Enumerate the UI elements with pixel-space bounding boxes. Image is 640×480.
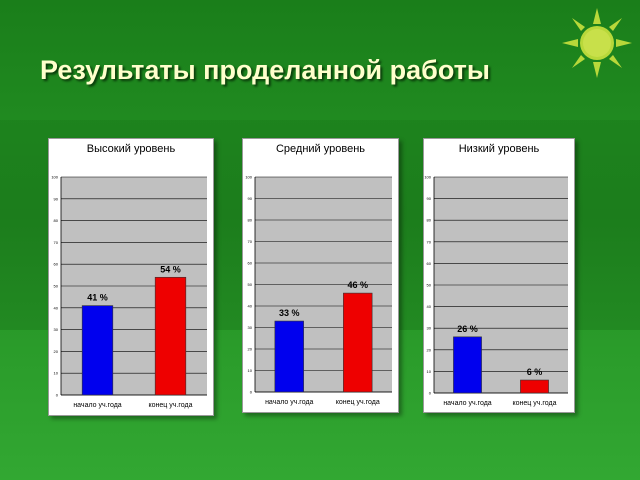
y-tick-label: 0 [429, 391, 432, 396]
y-tick-label: 30 [54, 327, 59, 332]
chart-title: Средний уровень [275, 143, 366, 155]
y-tick-label: 10 [427, 369, 432, 374]
data-label: 41 % [87, 293, 108, 303]
y-tick-label: 100 [245, 175, 252, 180]
data-label: 46 % [347, 280, 368, 290]
y-tick-label: 90 [248, 196, 253, 201]
y-tick-label: 80 [248, 218, 253, 223]
data-label: 33 % [279, 308, 300, 318]
bar-chart-medium: 0 10 20 30 40 50 60 70 80 90 100 33 % начало уч.года… [245, 175, 392, 406]
bar [520, 379, 549, 394]
y-tick-label: 20 [54, 349, 59, 354]
category-label: начало уч.года [265, 399, 313, 406]
category-label: конец уч.года [149, 402, 193, 409]
bar [343, 292, 373, 393]
y-tick-label: 50 [54, 284, 59, 289]
y-tick-label: 0 [250, 390, 253, 395]
bar [81, 305, 114, 396]
data-label: 54 % [160, 264, 181, 274]
bar [274, 320, 304, 393]
sun-icon [562, 8, 632, 78]
data-label: 6 % [527, 367, 543, 377]
y-tick-label: 30 [248, 325, 253, 330]
y-tick-label: 30 [427, 326, 432, 331]
y-tick-label: 80 [54, 218, 59, 223]
y-tick-label: 20 [427, 347, 432, 352]
y-tick-label: 70 [248, 239, 253, 244]
y-tick-label: 90 [427, 196, 432, 201]
chart-panel-high: Высокий уровень 0 10 20 30 40 50 60 70 80 90 100 41… [48, 138, 214, 416]
bar [453, 336, 482, 394]
category-label: начало уч.года [443, 400, 491, 407]
y-tick-label: 60 [427, 261, 432, 266]
y-tick-label: 10 [54, 371, 59, 376]
chart-panel-medium: Средний уровень 0 10 20 30 40 50 60 70 80 90 100 33… [242, 138, 399, 413]
data-label: 26 % [457, 324, 478, 334]
y-tick-label: 20 [248, 347, 253, 352]
background-band-top [0, 0, 640, 120]
chart-title: Высокий уровень [86, 143, 176, 155]
category-label: начало уч.года [73, 402, 121, 409]
y-tick-label: 90 [54, 196, 59, 201]
y-tick-label: 40 [427, 304, 432, 309]
category-label: конец уч.года [336, 399, 380, 406]
category-label: конец уч.года [513, 400, 557, 407]
y-tick-label: 100 [424, 175, 431, 180]
bar-chart-low: 0 10 20 30 40 50 60 70 80 90 100 26 % начало уч.года… [424, 175, 568, 407]
chart-title: Низкий уровень [458, 143, 540, 155]
y-tick-label: 50 [427, 283, 432, 288]
y-tick-label: 80 [427, 218, 432, 223]
chart-panel-low: Низкий уровень 0 10 20 30 40 50 60 70 80 90 100 26 … [423, 138, 575, 413]
bar [154, 276, 187, 396]
y-tick-label: 10 [248, 368, 253, 373]
y-tick-label: 40 [54, 305, 59, 310]
y-tick-label: 0 [56, 393, 59, 398]
y-tick-label: 40 [248, 304, 253, 309]
bar-chart-high: 0 10 20 30 40 50 60 70 80 90 100 41 % начало уч.года… [51, 175, 207, 409]
y-tick-label: 100 [51, 175, 58, 180]
slide-title: Результаты проделанной работы [40, 55, 490, 85]
y-tick-label: 50 [248, 282, 253, 287]
y-tick-label: 70 [427, 239, 432, 244]
y-tick-label: 60 [248, 261, 253, 266]
y-tick-label: 60 [54, 262, 59, 267]
y-tick-label: 70 [54, 240, 59, 245]
